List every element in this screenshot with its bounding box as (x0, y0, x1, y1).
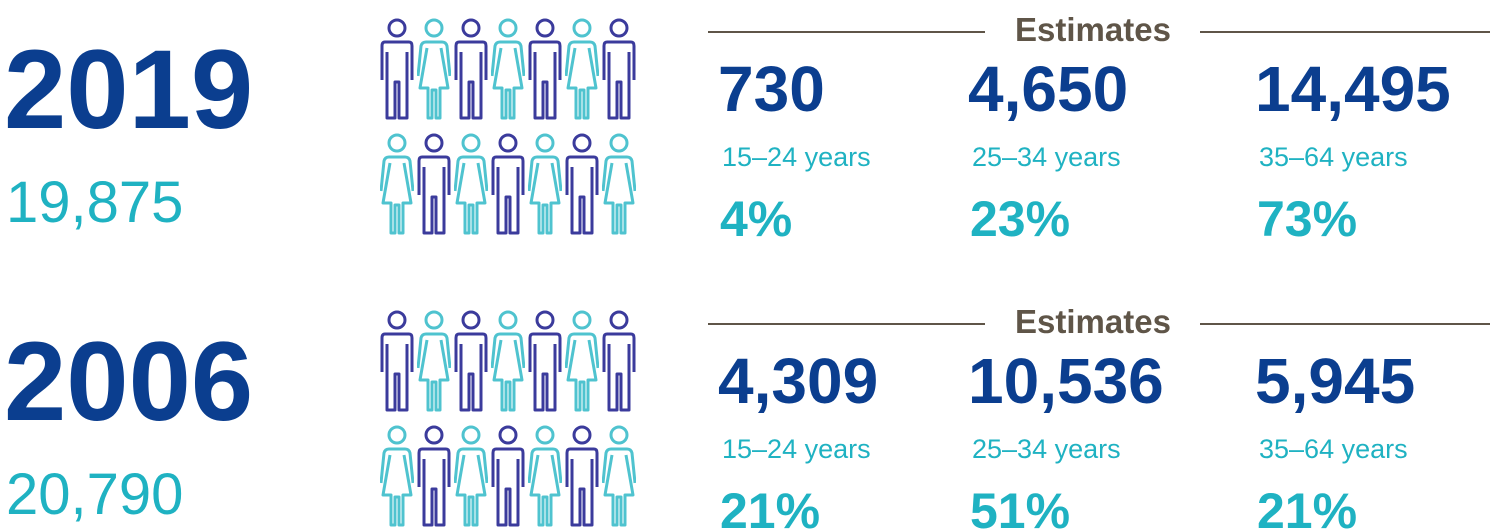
person-icon (454, 310, 488, 412)
person-icon (380, 310, 414, 412)
age-label: 25–34 years (972, 434, 1121, 464)
person-icon (491, 310, 525, 412)
percent: 51% (970, 483, 1070, 531)
person-icon (565, 310, 599, 412)
person-icon (528, 425, 562, 527)
person-icon (380, 133, 414, 235)
person-icon (602, 310, 636, 412)
total: 19,875 (6, 170, 183, 235)
total: 20,790 (6, 462, 183, 527)
person-icon (602, 18, 636, 120)
person-icon (454, 425, 488, 527)
person-icon (565, 425, 599, 527)
person-icon (565, 133, 599, 235)
row: 2006 20,790 Estimates 4,309 15–24 years 21% 10… (4, 303, 1490, 531)
percent: 23% (970, 191, 1070, 247)
year: 2019 (4, 27, 253, 152)
person-icon (380, 18, 414, 120)
person-icon (417, 425, 451, 527)
percent: 21% (720, 483, 820, 531)
year: 2006 (4, 319, 253, 444)
age-label: 35–64 years (1259, 434, 1408, 464)
percent: 4% (720, 191, 792, 247)
age-label: 15–24 years (722, 142, 871, 172)
rows: 2019 19,875 Estimates 730 15–24 years 4% 4,650… (4, 11, 1490, 531)
person-icon (491, 18, 525, 120)
group-value: 14,495 (1255, 53, 1451, 125)
person-icon (528, 310, 562, 412)
person-icon (454, 18, 488, 120)
person-icon (417, 133, 451, 235)
person-icon (454, 133, 488, 235)
person-icon (565, 18, 599, 120)
person-icon (602, 425, 636, 527)
person-icon (491, 133, 525, 235)
age-label: 35–64 years (1259, 142, 1408, 172)
percent: 73% (1257, 191, 1357, 247)
person-icon (602, 133, 636, 235)
heading: Estimates (1015, 11, 1171, 48)
group-value: 10,536 (968, 345, 1164, 417)
person-icon (528, 133, 562, 235)
person-icon (417, 310, 451, 412)
person-icon (380, 425, 414, 527)
group-value: 4,309 (718, 345, 878, 417)
heading: Estimates (1015, 303, 1171, 340)
person-icon (491, 425, 525, 527)
group-value: 5,945 (1255, 345, 1415, 417)
person-icon (528, 18, 562, 120)
person-icon (417, 18, 451, 120)
age-label: 15–24 years (722, 434, 871, 464)
percent: 21% (1257, 483, 1357, 531)
age-label: 25–34 years (972, 142, 1121, 172)
group-value: 730 (718, 53, 825, 125)
row: 2019 19,875 Estimates 730 15–24 years 4% 4,650… (4, 11, 1490, 247)
group-value: 4,650 (968, 53, 1128, 125)
